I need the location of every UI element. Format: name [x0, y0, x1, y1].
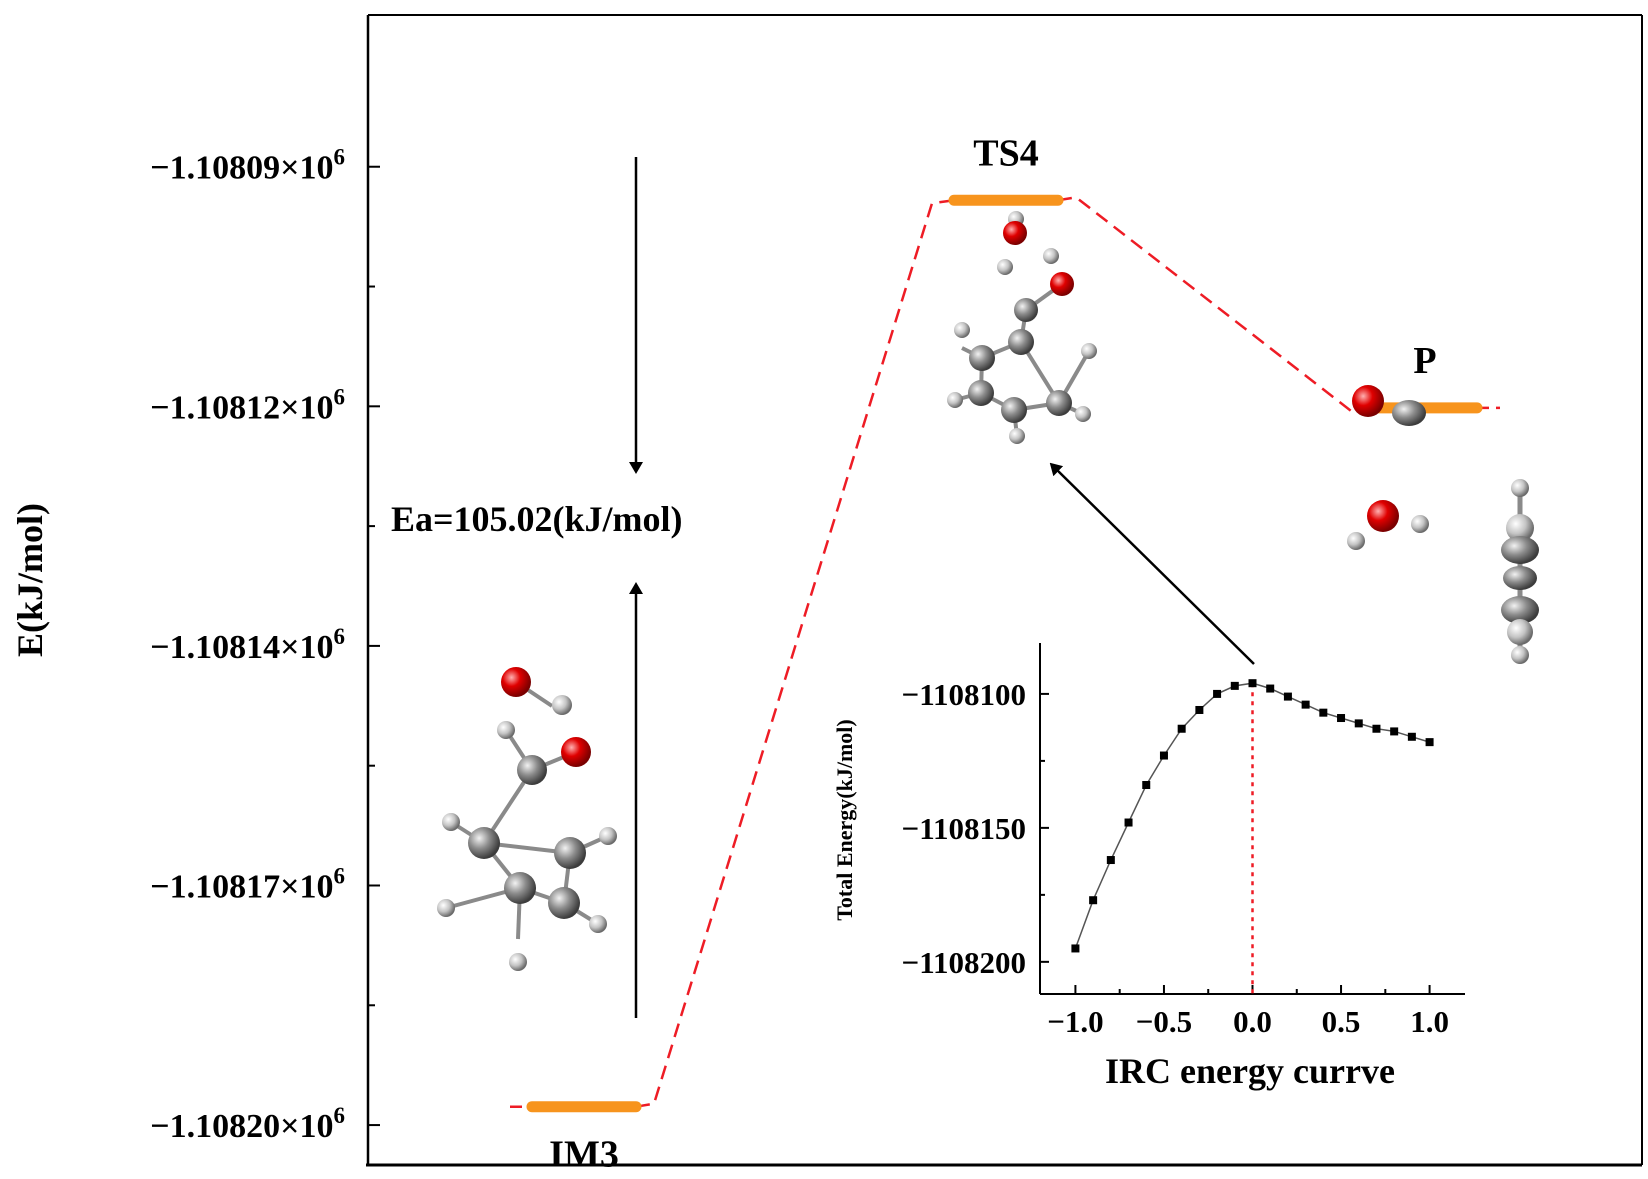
ts4-molecule	[947, 211, 1097, 444]
irc-point	[1142, 781, 1151, 790]
irc-point	[1266, 684, 1275, 693]
main-y-ticks: −1.10809×106−1.10812×106−1.10814×106−1.1…	[150, 145, 380, 1145]
energy-level-label: TS4	[973, 132, 1038, 174]
irc-point	[1213, 689, 1222, 698]
irc-to-ts-arrow	[1049, 462, 1255, 665]
energy-level-label: IM3	[549, 1134, 619, 1176]
p-molecules	[1347, 385, 1539, 664]
irc-point	[1124, 818, 1133, 827]
inset-x-tick-label: 0.5	[1322, 1004, 1361, 1039]
inset-ticks: −1108100 −1108150 −1108200 −1.0 −0.5 0.0 0.5 1.…	[902, 677, 1449, 1039]
inset-y-tick-label: −1108150	[902, 811, 1026, 846]
irc-point	[1301, 700, 1310, 709]
energy-levels: IM3 TS4 P	[526, 132, 1483, 1176]
irc-point	[1089, 896, 1098, 905]
main-y-axis-label: E(kJ/mol)	[10, 503, 50, 657]
main-y-tick-mantissa: −1.10817×10	[150, 868, 333, 905]
irc-inset-chart: −1108100 −1108150 −1108200 −1.0 −0.5 0.0 0.5 1.…	[832, 643, 1465, 1091]
irc-point	[1407, 732, 1416, 741]
main-y-tick-mantissa: −1.10809×10	[150, 150, 333, 187]
inset-x-tick-label: −0.5	[1136, 1004, 1192, 1039]
irc-point	[1337, 714, 1346, 723]
irc-point	[1248, 679, 1257, 688]
irc-series	[1071, 679, 1434, 994]
inset-y-axis-label: Total Energy(kJ/mol)	[832, 719, 857, 920]
im3-molecule	[437, 667, 617, 971]
main-y-tick-exponent: 6	[334, 863, 346, 888]
main-y-tick-label: −1.10814×106	[150, 624, 345, 666]
main-y-tick-exponent: 6	[334, 145, 346, 170]
activation-energy-label: Ea=105.02(kJ/mol)	[391, 499, 683, 539]
irc-point	[1283, 692, 1292, 701]
main-y-tick-mantissa: −1.10812×10	[150, 389, 333, 426]
inset-x-tick-label: 0.0	[1233, 1004, 1272, 1039]
inset-x-axis-label: IRC energy currve	[1105, 1051, 1395, 1091]
main-y-tick-mantissa: −1.10814×10	[150, 629, 333, 666]
irc-point	[1177, 724, 1186, 733]
main-y-tick-exponent: 6	[334, 624, 346, 649]
irc-point	[1372, 724, 1381, 733]
irc-point	[1425, 738, 1434, 747]
main-y-tick-label: −1.10812×106	[150, 384, 345, 426]
main-y-tick-label: −1.10809×106	[150, 145, 345, 187]
irc-point	[1230, 681, 1239, 690]
main-y-tick-exponent: 6	[334, 1103, 346, 1128]
irc-point	[1106, 856, 1115, 865]
irc-point	[1354, 719, 1363, 728]
irc-point	[1071, 944, 1080, 953]
connector-line	[1057, 195, 1374, 413]
connector-line	[635, 199, 955, 1108]
inset-y-tick-label: −1108100	[902, 677, 1026, 712]
irc-point	[1319, 708, 1328, 717]
inset-x-tick-label: −1.0	[1047, 1004, 1103, 1039]
irc-point	[1195, 705, 1204, 714]
main-y-tick-label: −1.10817×106	[150, 863, 345, 905]
inset-y-tick-label: −1108200	[902, 945, 1026, 980]
energy-level-label: P	[1413, 340, 1436, 382]
irc-point	[1159, 751, 1168, 760]
main-y-tick-label: −1.10820×106	[150, 1103, 345, 1145]
inset-x-tick-label: 1.0	[1410, 1004, 1449, 1039]
main-y-tick-exponent: 6	[334, 384, 346, 409]
main-axes	[366, 14, 1643, 1167]
irc-point	[1390, 727, 1399, 736]
main-y-tick-mantissa: −1.10820×10	[150, 1108, 333, 1145]
